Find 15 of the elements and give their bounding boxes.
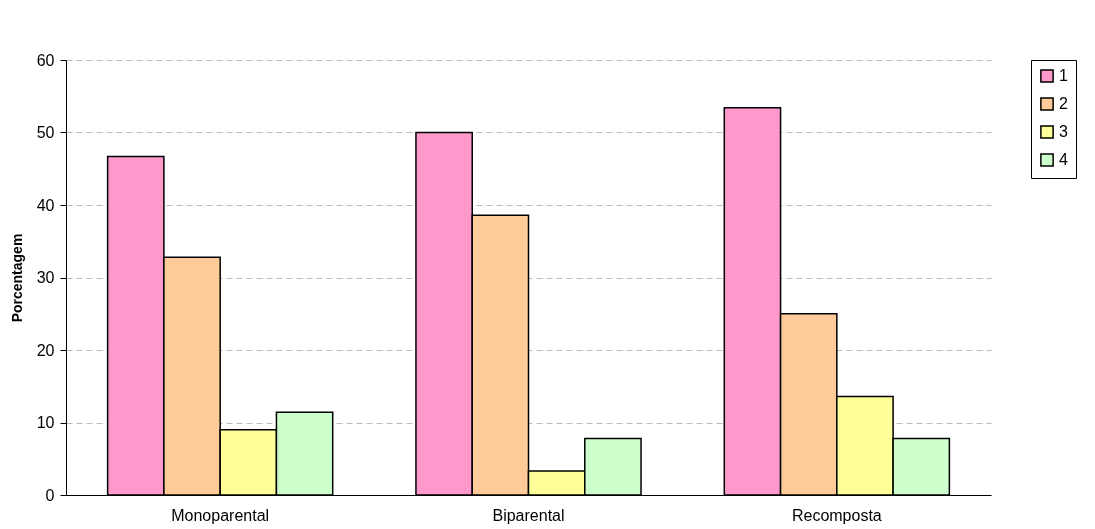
y-axis-title: Porcentagem xyxy=(8,233,25,323)
y-tick-label: 40 xyxy=(36,196,55,214)
legend-label: 4 xyxy=(1059,151,1068,168)
y-tick-label: 50 xyxy=(36,124,55,141)
x-tick-label: Biparental xyxy=(492,506,565,524)
x-tick-label: Recomposta xyxy=(791,506,882,524)
y-tick-label: 0 xyxy=(45,486,55,504)
legend-label: 1 xyxy=(1059,67,1068,84)
legend-label: 3 xyxy=(1059,123,1068,140)
y-tick-label: 30 xyxy=(36,269,55,286)
y-tick-label: 20 xyxy=(36,341,55,359)
x-tick-label: Monoparental xyxy=(171,506,270,524)
y-tick-label: 10 xyxy=(36,414,55,431)
legend-label: 2 xyxy=(1059,95,1068,112)
y-tick-label: 60 xyxy=(36,51,55,69)
